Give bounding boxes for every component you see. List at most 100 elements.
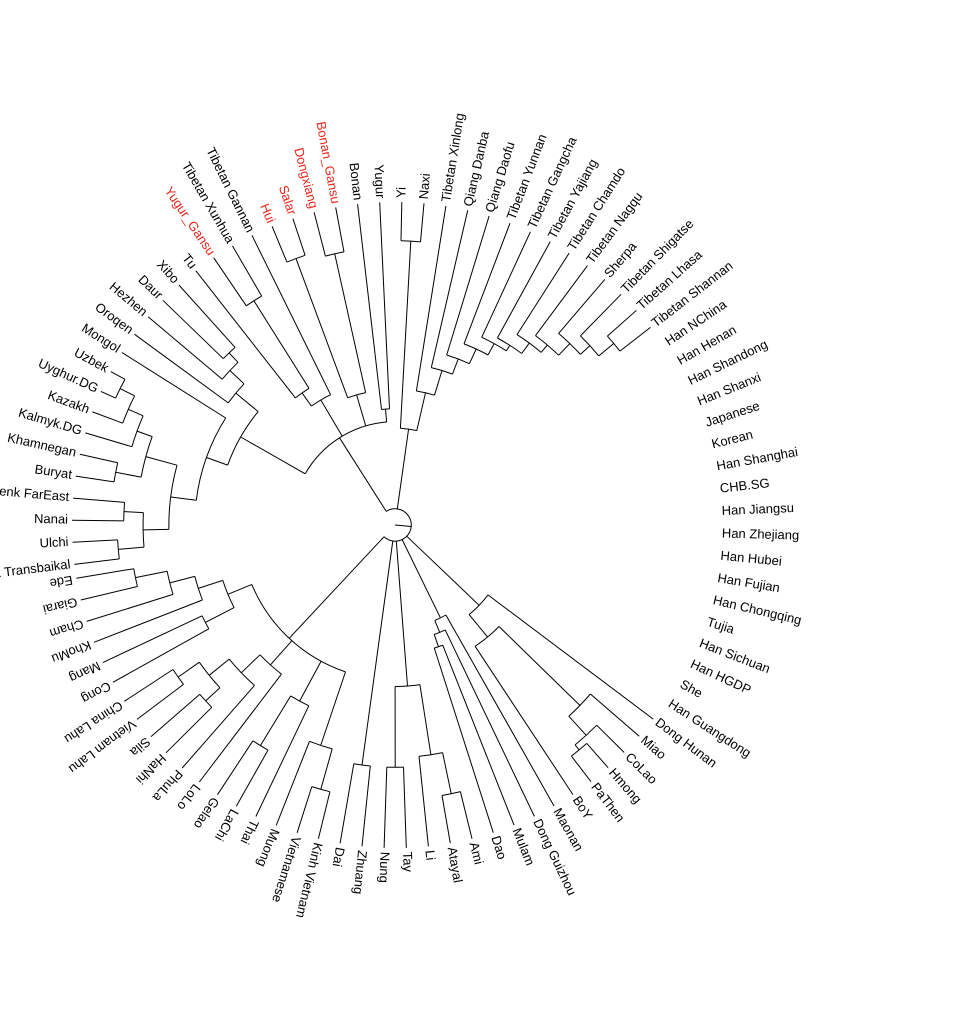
taxon-label: Han Jiangsu [721, 500, 794, 518]
tree-branch [240, 436, 306, 475]
tree-branch [121, 352, 226, 419]
tree-branch [535, 265, 588, 336]
tree-branch [320, 748, 333, 790]
tree-branch [558, 279, 606, 334]
taxon-label: Ulchi [39, 534, 69, 551]
tree-branch [335, 207, 345, 252]
tree-branch [313, 212, 326, 257]
tree-branch [445, 614, 555, 807]
tree-branch [299, 661, 322, 702]
taxon-label: She [678, 676, 706, 700]
tree-branch [145, 456, 178, 466]
tree-branch [115, 471, 142, 478]
tree-arc [434, 614, 447, 621]
tree-branch [198, 579, 223, 589]
tree-branch [72, 539, 118, 543]
tree-branches [71, 202, 654, 848]
taxon-label: Han Fujian [717, 570, 781, 595]
tree-branch [396, 429, 410, 510]
tree-branch [403, 767, 407, 848]
tree-branch [85, 432, 133, 448]
tree-branch [558, 343, 571, 356]
tree-branch [442, 644, 515, 826]
taxon-label: Hui [257, 201, 278, 225]
tree-branch [74, 558, 120, 565]
taxon-label: Kazakh [46, 387, 92, 416]
tree-branch [320, 671, 346, 746]
tree-branch [419, 684, 432, 755]
tree-branch [76, 568, 134, 579]
tree-branch [580, 345, 591, 355]
tree-branch [444, 629, 535, 817]
taxon-label: CHB.SG [719, 475, 770, 495]
tree-branch [452, 358, 459, 375]
tree-branch [317, 791, 331, 839]
taxon-label: Yugur [371, 164, 388, 199]
tree-branch [110, 371, 126, 380]
taxon-label: Han Zhejiang [722, 525, 800, 542]
tree-branch [136, 684, 184, 720]
tree-branch [251, 235, 332, 395]
taxon-label: Xibo [154, 257, 183, 286]
tree-arc [227, 411, 259, 466]
tree-branch [143, 528, 169, 531]
tree-branch [420, 203, 425, 242]
tree-branch [205, 687, 221, 702]
taxon-label: Cham [48, 616, 86, 641]
taxon-label: Khamnegan [6, 430, 78, 460]
taxon-label: Salar [276, 183, 300, 217]
taxon-label: Korean [710, 427, 754, 452]
taxon-label: Naxi [416, 173, 433, 200]
taxon-label: Tujia [705, 614, 737, 637]
tree-arc [516, 334, 542, 353]
taxon-label: BoY [570, 793, 596, 822]
tree-branch [430, 210, 469, 368]
taxon-label: Mang [67, 658, 103, 685]
tree-arc [195, 417, 227, 501]
tree-branch [232, 245, 263, 297]
tree-branch [464, 591, 480, 606]
tree-branch [100, 390, 116, 399]
tree-branch [481, 231, 531, 338]
tree-branch [208, 658, 230, 676]
tree-branch [474, 646, 574, 795]
tree-branch [498, 626, 581, 706]
taxon-label: Nanai [34, 511, 68, 527]
tree-branch [496, 241, 551, 339]
tree-branch [162, 299, 224, 360]
tree-branch [356, 394, 367, 427]
tree-branch [73, 497, 125, 503]
taxon-label: Atayal [445, 846, 466, 884]
tree-branch [170, 496, 197, 501]
tree-branch [86, 593, 174, 622]
tree-branch [213, 257, 247, 307]
tree-branch [459, 791, 473, 839]
tree-branch [128, 408, 144, 417]
tree-branch [580, 293, 622, 337]
tree-branch [177, 661, 200, 678]
tree-branch [399, 241, 412, 429]
tree-branch [434, 370, 443, 396]
tree-branch [165, 706, 213, 754]
tree-branch [75, 475, 115, 483]
taxon-label: Dao [488, 834, 510, 861]
tree-branch [434, 620, 441, 633]
tree-branch [463, 223, 511, 345]
taxon-label: Giarai [42, 595, 79, 618]
tree-branch [505, 345, 511, 352]
tree-branch [394, 524, 412, 527]
tree-branch [235, 749, 269, 807]
tree-branch [195, 270, 296, 399]
tree-branch [516, 252, 570, 335]
taxon-label: KhoMu [50, 638, 94, 667]
tree-branch [275, 741, 310, 826]
tree-branch [135, 570, 168, 579]
tree-branch [401, 539, 441, 619]
tree-branch [134, 333, 229, 404]
tree-branch [568, 715, 587, 736]
tree-branch [596, 724, 625, 753]
tree-branch [571, 755, 592, 783]
tree-branch [339, 437, 387, 512]
